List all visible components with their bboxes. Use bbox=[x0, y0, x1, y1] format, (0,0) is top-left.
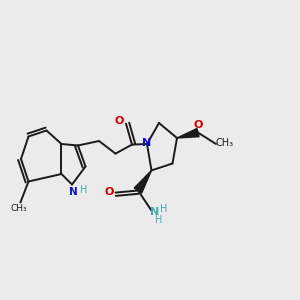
Text: H: H bbox=[80, 185, 87, 195]
Polygon shape bbox=[134, 170, 152, 193]
Text: O: O bbox=[104, 187, 114, 197]
Text: CH₃: CH₃ bbox=[216, 138, 234, 148]
Text: N: N bbox=[142, 138, 151, 148]
Text: H: H bbox=[155, 214, 163, 225]
Text: O: O bbox=[193, 120, 203, 130]
Text: N: N bbox=[150, 207, 159, 217]
Text: N: N bbox=[69, 187, 78, 197]
Polygon shape bbox=[177, 128, 199, 138]
Text: O: O bbox=[115, 116, 124, 126]
Text: H: H bbox=[160, 204, 168, 214]
Text: CH₃: CH₃ bbox=[11, 204, 27, 213]
